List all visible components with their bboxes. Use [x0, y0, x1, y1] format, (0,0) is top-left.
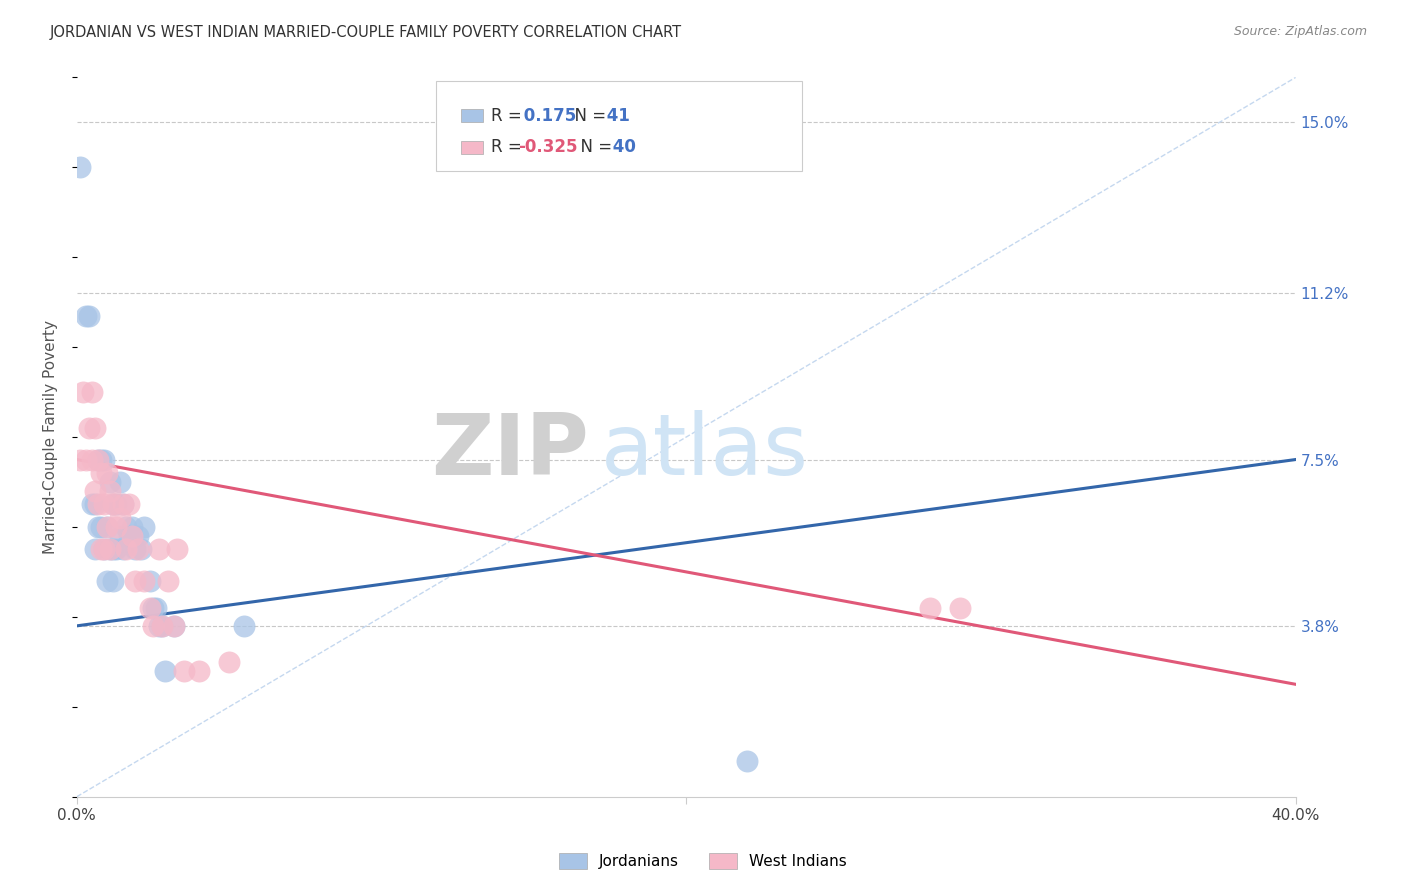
Point [69, 161, 91, 175]
Point [77, 309, 100, 323]
Point [163, 619, 186, 633]
Y-axis label: Married-Couple Family Poverty: Married-Couple Family Poverty [44, 320, 58, 554]
Point [87, 498, 110, 512]
Point [139, 574, 162, 588]
Point [155, 664, 177, 678]
Legend: Jordanians, West Indians: Jordanians, West Indians [553, 847, 853, 875]
Point [949, 600, 972, 615]
Point [142, 600, 165, 615]
Point [84, 542, 107, 557]
Point [93, 498, 115, 512]
Point [139, 600, 162, 615]
Point [87, 452, 110, 467]
FancyBboxPatch shape [461, 109, 482, 122]
Point [84, 498, 107, 512]
Point [111, 498, 134, 512]
Point [918, 600, 941, 615]
Point [105, 520, 128, 534]
Point [108, 529, 131, 543]
Point [121, 529, 143, 543]
Text: 40: 40 [607, 138, 636, 156]
Text: -0.325: -0.325 [517, 138, 578, 156]
Text: N =: N = [564, 106, 612, 125]
Point [103, 498, 125, 512]
Point [157, 574, 180, 588]
Point [105, 498, 128, 512]
Point [93, 542, 115, 557]
FancyBboxPatch shape [436, 81, 801, 171]
Point [148, 542, 170, 557]
Point [163, 619, 186, 633]
Point [150, 619, 173, 633]
Text: atlas: atlas [600, 410, 808, 493]
Point [87, 520, 110, 534]
Point [124, 574, 146, 588]
Point [118, 529, 141, 543]
Point [127, 542, 149, 557]
Point [129, 542, 152, 557]
Point [108, 475, 131, 489]
Point [77, 421, 100, 435]
Point [111, 542, 134, 557]
Point [90, 520, 112, 534]
Point [103, 498, 125, 512]
Point [96, 466, 118, 480]
Point [100, 475, 122, 489]
Point [114, 542, 136, 557]
Point [150, 619, 173, 633]
Point [72, 385, 94, 400]
Text: 41: 41 [600, 106, 630, 125]
Point [93, 452, 115, 467]
Text: Source: ZipAtlas.com: Source: ZipAtlas.com [1233, 25, 1367, 38]
Point [103, 574, 125, 588]
Point [132, 520, 155, 534]
Point [218, 655, 240, 669]
Point [121, 520, 143, 534]
Point [132, 574, 155, 588]
Point [124, 542, 146, 557]
Point [145, 600, 167, 615]
Point [103, 542, 125, 557]
Point [187, 664, 209, 678]
Point [75, 452, 97, 467]
Point [735, 754, 758, 768]
Point [118, 498, 141, 512]
Point [84, 421, 107, 435]
Point [87, 452, 110, 467]
Point [90, 452, 112, 467]
FancyBboxPatch shape [461, 141, 482, 153]
Text: R =: R = [491, 106, 527, 125]
Point [84, 483, 107, 498]
Point [90, 466, 112, 480]
Point [111, 498, 134, 512]
Point [100, 483, 122, 498]
Point [82, 452, 104, 467]
Text: R =: R = [491, 138, 527, 156]
Point [166, 542, 188, 557]
Point [69, 452, 91, 467]
Point [82, 385, 104, 400]
Point [96, 520, 118, 534]
Point [96, 574, 118, 588]
Point [90, 542, 112, 557]
Point [148, 619, 170, 633]
Point [75, 309, 97, 323]
Point [100, 542, 122, 557]
Text: ZIP: ZIP [432, 410, 589, 493]
Text: 0.175: 0.175 [517, 106, 576, 125]
Text: N =: N = [571, 138, 617, 156]
Point [127, 529, 149, 543]
Point [114, 520, 136, 534]
Point [100, 542, 122, 557]
Point [173, 664, 195, 678]
Point [233, 619, 256, 633]
Point [96, 520, 118, 534]
Text: JORDANIAN VS WEST INDIAN MARRIED-COUPLE FAMILY POVERTY CORRELATION CHART: JORDANIAN VS WEST INDIAN MARRIED-COUPLE … [49, 25, 682, 40]
Point [142, 619, 165, 633]
Point [108, 511, 131, 525]
Point [82, 498, 104, 512]
Point [105, 542, 128, 557]
Point [93, 542, 115, 557]
